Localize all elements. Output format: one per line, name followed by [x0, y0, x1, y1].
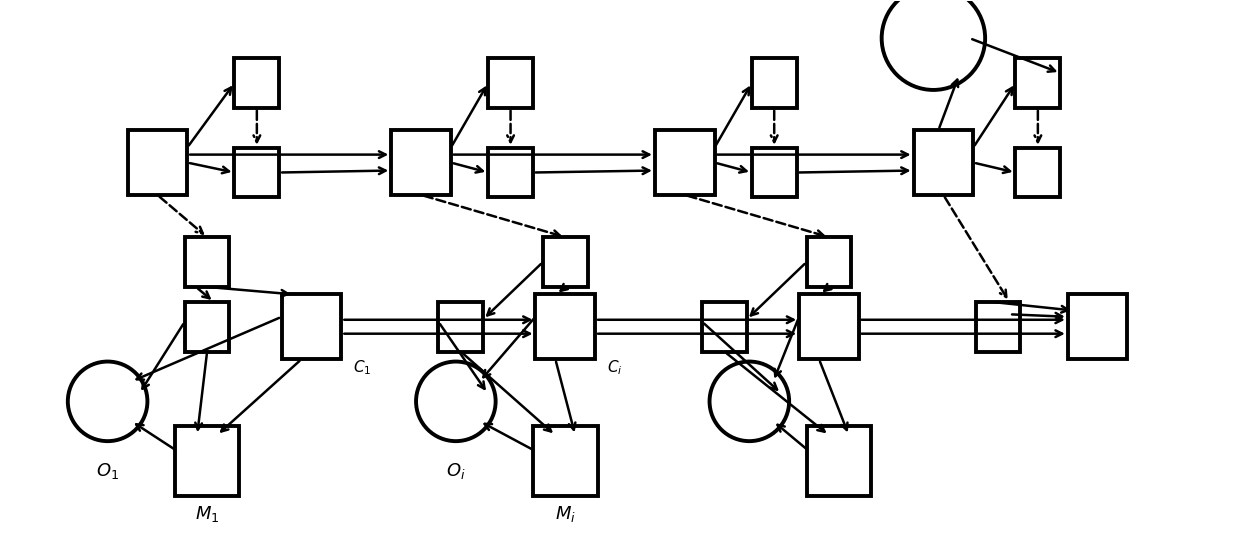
Bar	[751, 148, 796, 197]
Bar	[1016, 58, 1060, 108]
Bar	[489, 58, 533, 108]
Bar	[185, 302, 229, 352]
Bar	[806, 237, 852, 287]
Bar	[1016, 148, 1060, 197]
Bar	[175, 426, 239, 496]
Circle shape	[68, 362, 148, 441]
Text: $M_1$: $M_1$	[195, 504, 219, 524]
Text: $M_i$: $M_i$	[554, 504, 575, 524]
Circle shape	[709, 362, 789, 441]
Bar	[1068, 294, 1127, 359]
Bar	[533, 426, 598, 496]
Bar	[543, 237, 588, 287]
Circle shape	[417, 362, 496, 441]
Bar	[234, 58, 279, 108]
Bar	[185, 237, 229, 287]
Bar	[702, 302, 746, 352]
Text: $C_i$: $C_i$	[608, 359, 622, 377]
Circle shape	[882, 0, 985, 90]
Text: $C_1$: $C_1$	[353, 359, 372, 377]
Bar	[439, 302, 484, 352]
Bar	[281, 294, 341, 359]
Bar	[655, 130, 714, 195]
Bar	[751, 58, 796, 108]
Bar	[489, 148, 533, 197]
Bar	[536, 294, 595, 359]
Bar	[128, 130, 187, 195]
Bar	[976, 302, 1021, 352]
Text: $O_i$: $O_i$	[446, 461, 466, 481]
Bar	[799, 294, 859, 359]
Text: $O_1$: $O_1$	[95, 461, 119, 481]
Bar	[234, 148, 279, 197]
Bar	[806, 426, 872, 496]
Bar	[391, 130, 451, 195]
Bar	[914, 130, 973, 195]
